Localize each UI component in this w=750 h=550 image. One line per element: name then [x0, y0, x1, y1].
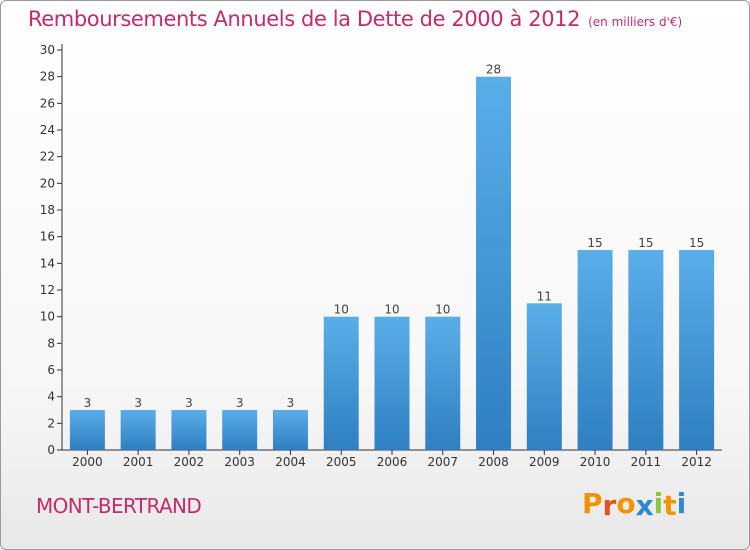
x-tick-label: 2002 — [174, 455, 205, 469]
y-tick-label: 10 — [40, 310, 55, 324]
bar-2007 — [425, 316, 461, 450]
x-tick-label: 2003 — [224, 455, 255, 469]
y-tick-label: 30 — [40, 43, 55, 57]
bar-2010 — [577, 250, 613, 450]
bar-2011 — [628, 250, 664, 450]
x-tick-label: 2000 — [72, 455, 103, 469]
bar-2003 — [222, 410, 258, 450]
data-label-2000: 3 — [84, 396, 92, 410]
y-tick-label: 12 — [40, 283, 55, 297]
x-tick-label: 2006 — [377, 455, 408, 469]
y-tick-label: 26 — [40, 96, 55, 110]
brand-letter: o — [616, 487, 636, 520]
x-tick-label: 2008 — [478, 455, 509, 469]
data-label-2002: 3 — [185, 396, 193, 410]
y-tick-label: 28 — [40, 70, 55, 84]
y-tick-label: 8 — [47, 336, 55, 350]
data-label-2009: 11 — [537, 289, 552, 303]
x-tick-label: 2005 — [326, 455, 357, 469]
data-label-2010: 15 — [587, 236, 602, 250]
y-tick-label: 6 — [47, 363, 55, 377]
brand-letter: x — [635, 489, 654, 522]
y-tick-label: 18 — [40, 203, 55, 217]
bar-2000 — [69, 410, 105, 450]
data-label-2004: 3 — [287, 396, 295, 410]
commune-name: MONT-BERTRAND — [36, 494, 202, 518]
data-label-2012: 15 — [689, 236, 704, 250]
y-tick-label: 24 — [40, 123, 55, 137]
chart-title-text: Remboursements Annuels de la Dette de 20… — [28, 7, 581, 31]
brand-letter: i — [676, 487, 687, 520]
y-tick-label: 16 — [40, 230, 55, 244]
data-label-2007: 10 — [435, 303, 450, 317]
bar-series — [69, 76, 715, 451]
data-label-2008: 28 — [486, 63, 501, 77]
bar-2009 — [526, 303, 562, 450]
bar-2006 — [374, 316, 410, 450]
x-tick-label: 2004 — [275, 455, 306, 469]
x-tick-label: 2009 — [529, 455, 560, 469]
x-tick-label: 2010 — [580, 455, 611, 469]
y-tick-label: 4 — [47, 390, 55, 404]
x-tick-label: 2012 — [681, 455, 712, 469]
bar-2008 — [476, 76, 512, 451]
brand-letter: t — [663, 489, 677, 522]
x-tick-label: 2007 — [427, 455, 458, 469]
y-tick-label: 20 — [40, 176, 55, 190]
chart-title: Remboursements Annuels de la Dette de 20… — [28, 7, 682, 31]
brand-letter: P — [582, 487, 603, 520]
y-tick-label: 22 — [40, 150, 55, 164]
bar-2002 — [171, 410, 207, 450]
x-tick-label: 2001 — [123, 455, 154, 469]
bar-2012 — [679, 250, 715, 450]
data-label-2001: 3 — [134, 396, 142, 410]
bar-2005 — [323, 316, 359, 450]
y-tick-label: 0 — [47, 443, 55, 457]
brand-letter: i — [653, 487, 664, 520]
brand-letter: r — [602, 489, 617, 522]
y-tick-label: 14 — [40, 256, 55, 270]
chart-subtitle: (en milliers d'€) — [588, 15, 683, 29]
data-labels: 3 3 3 3 3 10 10 10 28 11 15 15 15 — [84, 63, 705, 410]
data-label-2003: 3 — [236, 396, 244, 410]
bar-2004 — [272, 410, 308, 450]
x-axis: 2000 2001 2002 2003 2004 2005 2006 2007 2008 2009… — [62, 449, 722, 469]
x-tick-label: 2011 — [631, 455, 662, 469]
data-label-2005: 10 — [334, 303, 349, 317]
y-tick-label: 2 — [47, 416, 55, 430]
data-label-2011: 15 — [638, 236, 653, 250]
proxiti-logo: Proxiti — [582, 487, 687, 522]
bar-2001 — [120, 410, 156, 450]
data-label-2006: 10 — [384, 303, 399, 317]
